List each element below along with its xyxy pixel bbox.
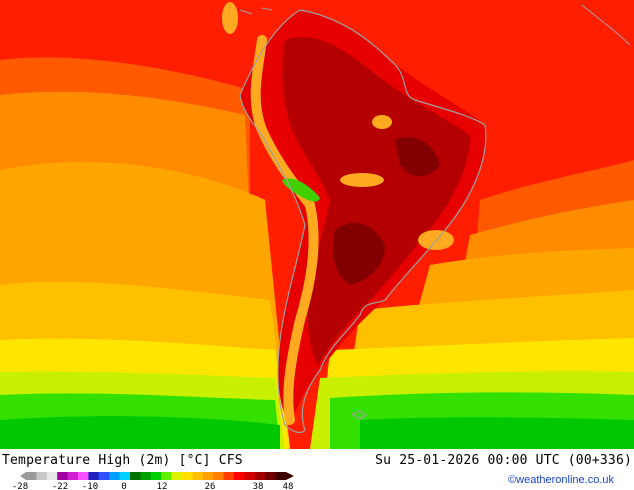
south-america-coastline	[239, 9, 487, 434]
color-scale-arrow-left	[20, 472, 26, 480]
color-scale-cell	[254, 472, 266, 480]
color-scale-cell	[36, 472, 48, 480]
color-scale-cell	[109, 472, 120, 480]
andes-green-patch	[282, 178, 320, 202]
south-america-deepred-core	[333, 136, 440, 285]
scale-tick-label: 26	[205, 482, 216, 490]
caribbean-orange-spot	[222, 2, 238, 34]
color-scale-cell	[192, 472, 204, 480]
color-scale-cell	[88, 472, 100, 480]
color-scale-cell	[46, 472, 58, 480]
falkland-islands	[350, 410, 368, 420]
color-scale-arrow-right	[286, 472, 294, 480]
interior-orange-spot-1	[372, 115, 392, 129]
color-scale-cell	[234, 472, 245, 480]
scale-tick-label: 38	[253, 482, 264, 490]
scale-tick-label: 48	[283, 482, 294, 490]
andes-orange-band	[250, 35, 319, 425]
color-scale-cells	[20, 472, 294, 480]
scale-tick-label: 0	[121, 482, 126, 490]
map-footer	[0, 449, 634, 490]
color-scale-cell	[140, 472, 152, 480]
interior-orange-spot-2	[340, 173, 384, 187]
color-scale-cell	[275, 472, 287, 480]
color-scale-cell	[171, 472, 183, 480]
scale-tick-label: -10	[82, 482, 98, 490]
temperature-map	[0, 0, 634, 449]
color-scale-cell	[182, 472, 193, 480]
credit-link[interactable]: ©weatheronline.co.uk	[508, 474, 614, 486]
scale-tick-label: 12	[157, 482, 168, 490]
scale-tick-label: -28	[12, 482, 28, 490]
color-scale-cell	[78, 472, 89, 480]
south-america-darkred-core	[282, 36, 470, 366]
scale-tick-label: -22	[52, 482, 68, 490]
color-scale-tick-labels: -28 -22 -10 0 12 26 38 48	[12, 482, 294, 490]
color-scale-bar: -28 -22 -10 0 12 26 38 48	[12, 472, 294, 490]
color-scale-cell	[150, 472, 162, 480]
map-title: Temperature High (2m) [°C] CFS	[2, 453, 243, 468]
color-scale-cell	[223, 472, 235, 480]
color-scale-cell	[161, 472, 172, 480]
color-scale-cell	[57, 472, 68, 480]
color-scale-cell	[244, 472, 256, 480]
ocean-band-deep-south	[0, 416, 634, 449]
caribbean-islands	[239, 4, 631, 46]
color-scale-cell	[26, 472, 37, 480]
color-scale-cell	[98, 472, 110, 480]
valid-datetime: Su 25-01-2026 00:00 UTC (00+336)	[375, 453, 632, 468]
color-scale-cell	[213, 472, 224, 480]
color-scale-cell	[265, 472, 276, 480]
color-scale-cell	[130, 472, 141, 480]
color-scale-cell	[202, 472, 214, 480]
color-scale-cell	[119, 472, 131, 480]
color-scale-cell	[67, 472, 79, 480]
